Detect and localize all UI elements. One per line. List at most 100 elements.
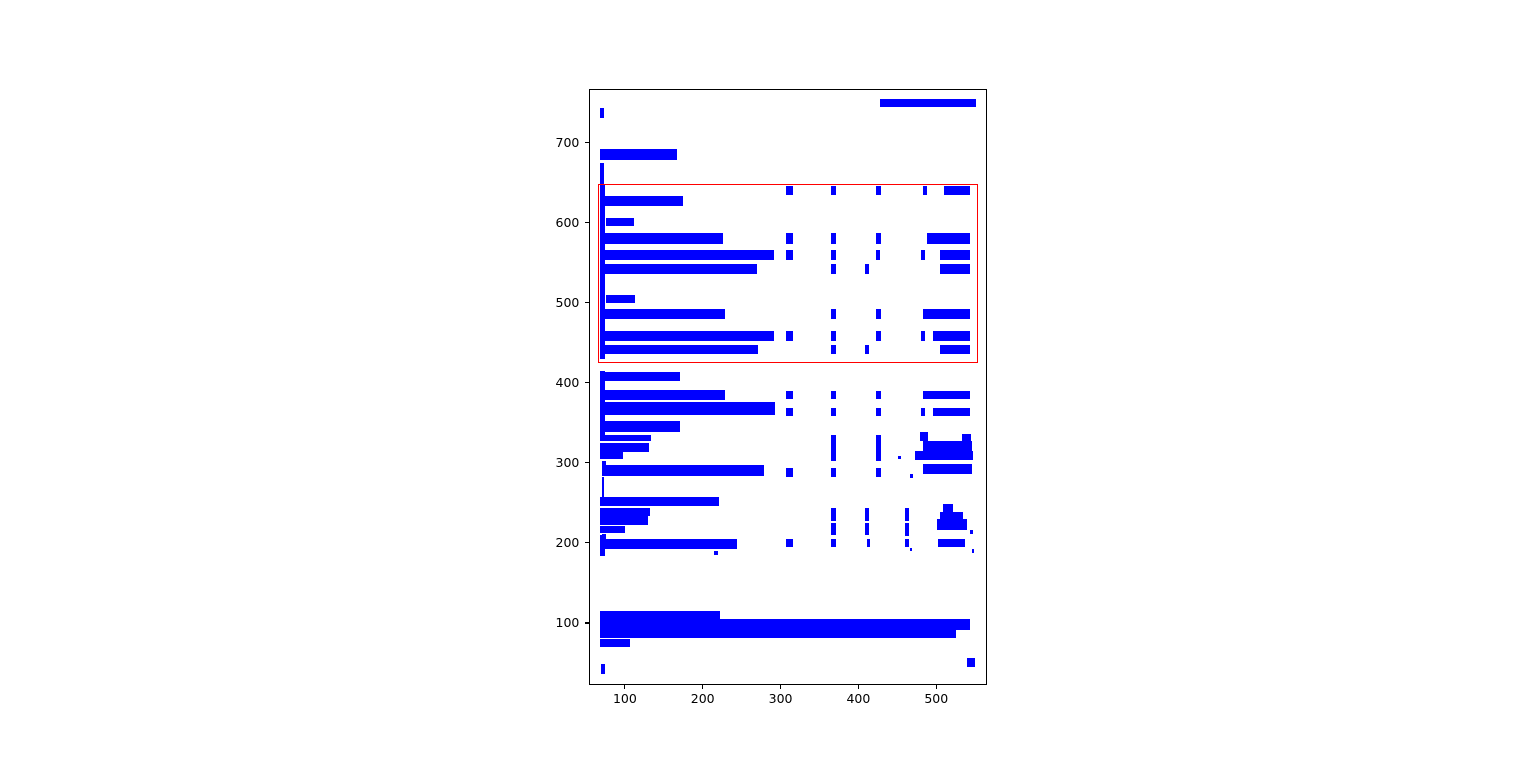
text-block-box — [933, 407, 970, 416]
text-block-box — [961, 433, 972, 442]
x-tick-mark — [702, 685, 704, 689]
text-block-box — [831, 345, 837, 355]
text-block-box — [831, 331, 837, 342]
text-block-box — [915, 450, 974, 460]
text-block-box — [938, 539, 965, 547]
text-block-box — [905, 507, 910, 522]
text-block-box — [910, 474, 913, 478]
text-block-box — [937, 519, 968, 531]
text-block-box — [719, 629, 956, 639]
text-block-box — [599, 535, 605, 557]
text-block-box — [876, 249, 881, 261]
text-block-box — [866, 539, 871, 547]
text-block-box — [831, 233, 837, 245]
text-block-box — [599, 639, 631, 648]
text-block-box — [905, 523, 910, 537]
text-block-box — [599, 108, 605, 119]
text-block-box — [831, 522, 837, 536]
text-block-box — [876, 467, 882, 477]
text-block-box — [786, 249, 794, 261]
text-block-box — [605, 217, 635, 227]
text-block-box — [876, 407, 882, 416]
text-block-box — [786, 407, 794, 416]
text-block-box — [876, 390, 882, 399]
text-block-box — [786, 539, 794, 547]
text-block-box — [921, 249, 926, 261]
text-block-box — [599, 233, 724, 245]
text-block-box — [599, 389, 726, 400]
text-block-box — [601, 421, 680, 433]
text-block-box — [921, 407, 926, 416]
text-block-box — [966, 658, 975, 668]
text-block-box — [876, 233, 882, 245]
x-tick-label: 200 — [690, 690, 715, 706]
y-tick-mark — [585, 302, 590, 304]
text-block-box — [926, 233, 970, 245]
x-tick-mark — [624, 685, 626, 689]
text-block-box — [599, 196, 683, 206]
plot-area — [589, 89, 987, 685]
y-tick-label: 100 — [555, 615, 580, 630]
text-block-box — [831, 249, 837, 261]
text-block-box — [943, 503, 954, 512]
x-tick-mark — [935, 685, 937, 689]
y-tick-label: 700 — [555, 134, 580, 150]
text-block-box — [599, 163, 605, 196]
text-block-box — [601, 465, 764, 477]
text-block-box — [971, 548, 974, 554]
text-block-box — [601, 345, 759, 355]
text-block-box — [865, 522, 870, 536]
text-block-box — [876, 331, 882, 342]
y-tick-mark — [585, 222, 590, 224]
text-block-box — [601, 249, 775, 261]
x-tick-label: 400 — [846, 690, 871, 706]
text-block-box — [831, 467, 837, 477]
x-tick-label: 300 — [768, 690, 793, 706]
text-block-box — [922, 308, 970, 320]
text-block-box — [786, 467, 794, 477]
text-block-box — [601, 331, 775, 342]
text-block-box — [599, 442, 649, 453]
text-block-box — [898, 455, 902, 460]
text-block-box — [865, 264, 870, 275]
text-block-box — [831, 507, 837, 522]
text-block-box — [920, 432, 929, 441]
text-block-box — [786, 233, 794, 245]
y-tick-mark — [585, 622, 590, 624]
y-tick-mark — [585, 382, 590, 384]
text-block-box — [939, 249, 970, 261]
text-block-box — [865, 507, 870, 522]
text-block-box — [599, 525, 625, 534]
text-block-box — [599, 149, 677, 161]
text-block-box — [601, 477, 604, 497]
text-block-box — [831, 390, 837, 399]
text-block-box — [599, 610, 720, 639]
text-block-box — [831, 539, 837, 547]
text-block-box — [910, 547, 913, 552]
text-block-box — [944, 186, 970, 196]
text-block-box — [969, 530, 973, 535]
text-block-box — [601, 308, 726, 320]
y-tick-mark — [585, 542, 590, 544]
text-block-box — [831, 186, 837, 196]
y-tick-label: 500 — [555, 294, 580, 310]
text-block-box — [599, 371, 680, 381]
text-block-box — [831, 434, 837, 461]
text-block-box — [865, 345, 870, 355]
text-block-box — [719, 619, 971, 630]
text-block-box — [922, 390, 970, 399]
text-block-box — [876, 186, 882, 196]
text-block-box — [601, 460, 606, 465]
x-tick-mark — [780, 685, 782, 689]
text-block-box — [786, 390, 794, 399]
highlight-rect — [598, 184, 979, 363]
text-block-box — [923, 463, 972, 474]
text-block-box — [831, 308, 837, 320]
y-tick-label: 300 — [555, 454, 580, 470]
text-block-box — [600, 496, 719, 507]
text-block-box — [939, 264, 970, 275]
text-block-box — [601, 264, 758, 275]
text-block-box — [786, 186, 794, 196]
text-block-box — [831, 264, 837, 275]
